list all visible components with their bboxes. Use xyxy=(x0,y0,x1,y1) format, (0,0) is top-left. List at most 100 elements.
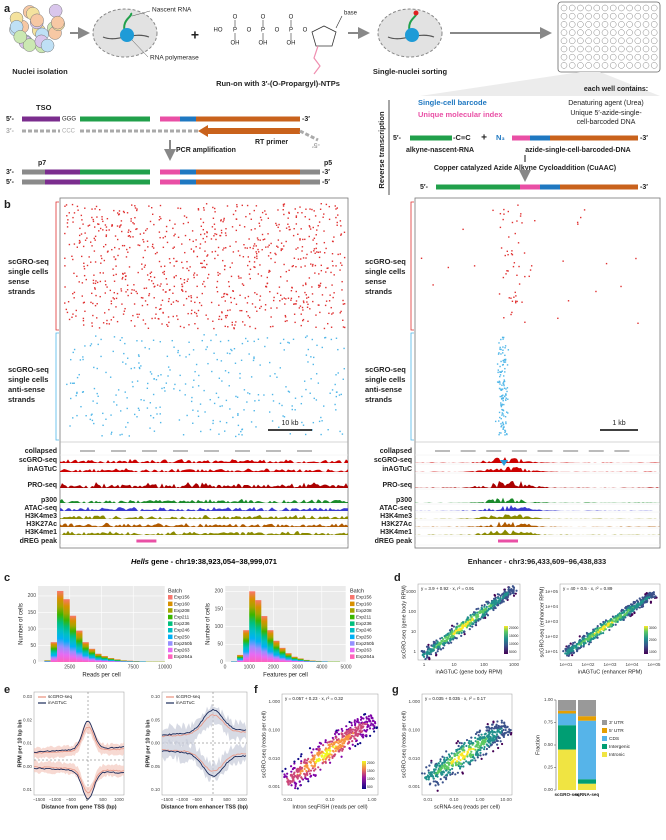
point xyxy=(297,787,299,789)
read xyxy=(285,386,286,387)
read xyxy=(159,285,160,286)
read xyxy=(124,343,125,344)
read xyxy=(115,258,116,259)
point xyxy=(310,762,312,764)
point xyxy=(323,756,325,758)
read xyxy=(165,291,166,292)
well xyxy=(577,5,583,11)
read xyxy=(216,393,217,394)
read xyxy=(205,349,206,350)
read xyxy=(318,252,319,253)
point xyxy=(362,734,364,736)
point xyxy=(290,771,292,773)
point xyxy=(464,742,466,744)
read xyxy=(156,379,157,380)
point xyxy=(316,753,318,755)
read xyxy=(255,328,256,329)
point xyxy=(475,608,477,610)
point xyxy=(450,632,452,634)
read xyxy=(343,379,344,380)
y-tick-label: 0.05 xyxy=(151,764,160,769)
read xyxy=(500,402,501,403)
read xyxy=(304,265,305,266)
read xyxy=(168,301,169,302)
legend-swatch xyxy=(168,621,173,626)
read xyxy=(96,216,97,217)
read xyxy=(153,394,154,395)
point xyxy=(501,733,503,735)
point xyxy=(286,773,288,775)
point xyxy=(373,730,375,732)
read xyxy=(223,219,224,220)
read xyxy=(82,356,83,357)
read xyxy=(159,231,160,232)
read xyxy=(344,257,345,258)
read xyxy=(132,236,133,237)
read xyxy=(113,401,114,402)
read xyxy=(259,364,260,365)
read xyxy=(297,247,298,248)
read xyxy=(177,301,178,302)
read xyxy=(342,433,343,434)
read xyxy=(214,208,215,209)
well xyxy=(635,13,641,19)
read xyxy=(91,414,92,415)
well xyxy=(561,30,567,36)
read xyxy=(334,404,335,405)
legend-swatch xyxy=(350,635,355,640)
read xyxy=(498,353,499,354)
point xyxy=(485,753,487,755)
label: CCC xyxy=(62,129,76,135)
label: Exp250b xyxy=(174,641,193,646)
legend-swatch xyxy=(350,608,355,613)
read xyxy=(301,325,302,326)
point xyxy=(578,641,580,643)
point xyxy=(443,771,445,773)
x-tick-label: 10000 xyxy=(158,664,172,670)
read xyxy=(154,317,155,318)
point xyxy=(500,595,502,597)
strand-segment xyxy=(180,117,196,122)
read xyxy=(325,271,326,272)
point xyxy=(619,612,621,614)
read xyxy=(595,291,596,292)
read xyxy=(499,383,500,384)
read xyxy=(508,211,509,212)
read xyxy=(88,225,89,226)
read xyxy=(267,246,268,247)
read xyxy=(94,226,95,227)
point xyxy=(628,609,630,611)
histogram-bar xyxy=(304,660,310,662)
read xyxy=(90,302,91,303)
read xyxy=(87,265,88,266)
read xyxy=(267,233,268,234)
read xyxy=(82,295,83,296)
point xyxy=(359,724,361,726)
point xyxy=(510,733,512,735)
read xyxy=(333,236,334,237)
x-tick-label: −1000 xyxy=(49,797,62,802)
read xyxy=(267,337,268,338)
point xyxy=(341,733,343,735)
read xyxy=(256,253,257,254)
read xyxy=(95,335,96,336)
read xyxy=(325,305,326,306)
point xyxy=(308,770,310,772)
read xyxy=(159,219,160,220)
well xyxy=(602,13,608,19)
strand-segment xyxy=(530,136,550,141)
label: Exp263 xyxy=(174,648,190,653)
read xyxy=(140,365,141,366)
read xyxy=(516,301,517,302)
read xyxy=(126,397,127,398)
read xyxy=(287,224,288,225)
read xyxy=(187,278,188,279)
read xyxy=(313,227,314,228)
read xyxy=(332,265,333,266)
read xyxy=(299,206,300,207)
bracket xyxy=(56,202,59,330)
point xyxy=(580,640,582,642)
point xyxy=(312,765,314,767)
read xyxy=(64,302,65,303)
read xyxy=(84,302,85,303)
